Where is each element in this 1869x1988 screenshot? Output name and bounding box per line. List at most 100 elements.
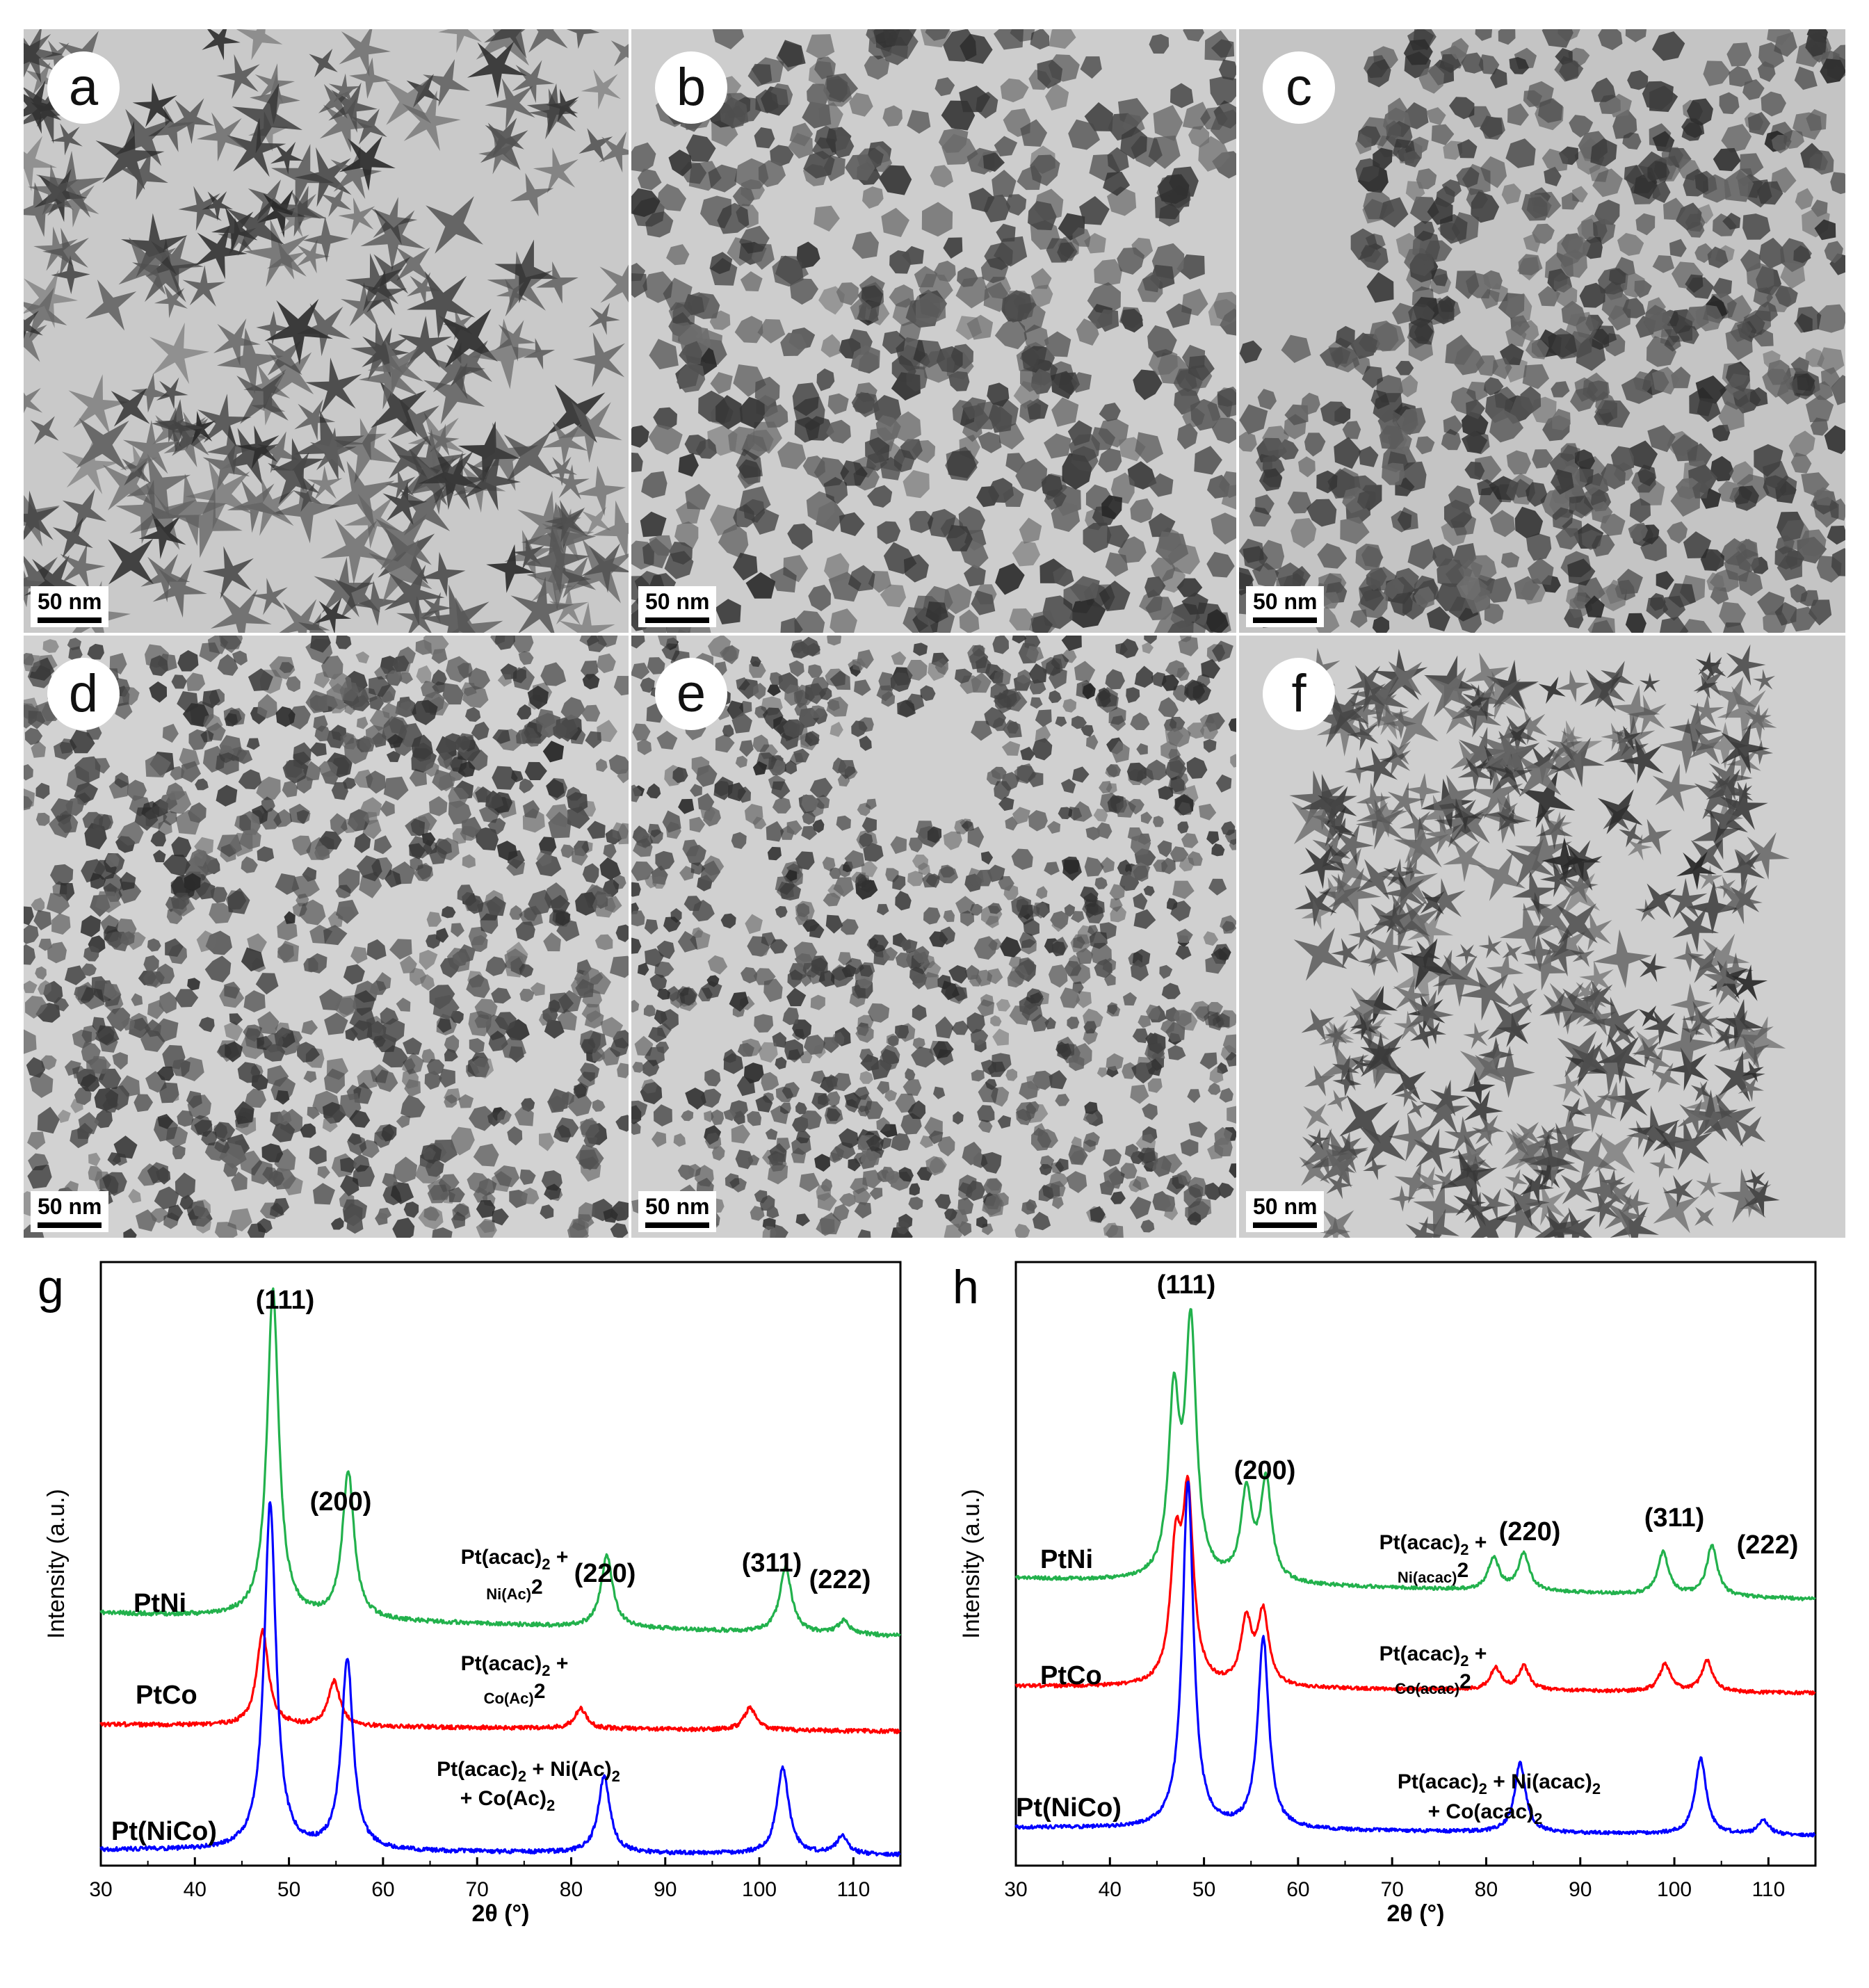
tem-particle bbox=[377, 1207, 392, 1220]
tem-particle bbox=[1589, 996, 1640, 1048]
tem-particle bbox=[840, 460, 868, 486]
x-tick-label: 100 bbox=[1657, 1878, 1692, 1901]
tem-particle bbox=[1330, 817, 1354, 841]
tem-particle bbox=[862, 186, 884, 209]
tem-particle bbox=[1747, 179, 1772, 208]
panel-label-c: c bbox=[1263, 51, 1335, 124]
tem-particle bbox=[317, 1165, 330, 1179]
tem-particle bbox=[471, 935, 488, 953]
tem-particle bbox=[163, 855, 191, 877]
tem-particle bbox=[234, 1101, 254, 1124]
tem-particle bbox=[1742, 832, 1790, 880]
tem-particle bbox=[754, 705, 768, 718]
tem-particle bbox=[736, 448, 763, 478]
tem-particle bbox=[1717, 480, 1740, 503]
tem-particle bbox=[182, 703, 209, 727]
tem-particle bbox=[1526, 482, 1548, 507]
tem-particle bbox=[528, 29, 568, 53]
tem-particle bbox=[1557, 873, 1601, 916]
tem-particle bbox=[1160, 741, 1178, 759]
tem-particle bbox=[617, 1062, 629, 1078]
subscript: 2 bbox=[1479, 1780, 1487, 1797]
tem-particle bbox=[299, 899, 326, 926]
tem-particle bbox=[690, 784, 702, 797]
tem-particle bbox=[1219, 59, 1236, 81]
tem-particle bbox=[720, 913, 736, 929]
tem-particle bbox=[54, 741, 73, 760]
subscript: Ni(acac) bbox=[1398, 1569, 1457, 1586]
tem-particle bbox=[241, 856, 258, 873]
tem-particle bbox=[65, 797, 85, 816]
tem-particle bbox=[277, 940, 299, 963]
tem-particle bbox=[975, 869, 993, 887]
tem-particle bbox=[467, 41, 527, 99]
tem-particle bbox=[1155, 531, 1189, 565]
tem-particle bbox=[464, 451, 521, 511]
tem-particle bbox=[769, 567, 797, 593]
tem-particle bbox=[780, 1102, 791, 1115]
tem-particle bbox=[1361, 366, 1384, 389]
tem-particle bbox=[1135, 1133, 1156, 1152]
tem-particle bbox=[1198, 136, 1230, 172]
precursor-annotation: Pt(acac)2 + Ni(Ac)2 bbox=[437, 1758, 620, 1785]
tem-particle bbox=[1595, 391, 1617, 414]
tem-particle bbox=[988, 938, 1003, 951]
tem-particle bbox=[1471, 191, 1500, 223]
tem-particle bbox=[76, 1122, 93, 1139]
tem-particle bbox=[1229, 1163, 1236, 1179]
tem-particle bbox=[1190, 398, 1221, 431]
tem-particle bbox=[1450, 690, 1496, 734]
tem-particle bbox=[983, 1178, 1003, 1196]
tem-particle bbox=[975, 969, 993, 987]
tem-particle bbox=[770, 145, 794, 167]
tem-particle bbox=[1062, 859, 1082, 881]
tem-particle bbox=[762, 707, 784, 729]
tem-particle bbox=[426, 196, 483, 254]
tem-particle bbox=[1643, 1048, 1672, 1076]
tem-particle bbox=[1656, 571, 1674, 590]
tem-particle bbox=[1158, 697, 1179, 718]
tem-particle bbox=[1712, 676, 1756, 720]
tem-particle bbox=[976, 656, 992, 674]
tem-particle bbox=[791, 641, 809, 659]
tem-particle bbox=[808, 664, 823, 678]
tem-particle bbox=[1085, 903, 1104, 924]
tem-particle bbox=[24, 727, 43, 745]
tem-panel-e: e 50 nm bbox=[630, 634, 1238, 1239]
tem-particle bbox=[1421, 890, 1445, 915]
tem-particle bbox=[335, 636, 352, 649]
tem-particle bbox=[1350, 1012, 1377, 1041]
tem-particle bbox=[1478, 935, 1503, 959]
tem-particle bbox=[400, 1094, 426, 1118]
tem-particle bbox=[1749, 387, 1768, 407]
tem-particle bbox=[599, 264, 629, 303]
tem-particle bbox=[866, 451, 888, 471]
tem-particle bbox=[152, 563, 207, 618]
tem-particle bbox=[461, 682, 477, 697]
tem-particle bbox=[309, 48, 338, 78]
tem-particle bbox=[631, 263, 646, 282]
tem-particle bbox=[1339, 1094, 1389, 1144]
tem-particle bbox=[814, 1154, 831, 1172]
tem-particle bbox=[485, 956, 508, 976]
tem-particle bbox=[1595, 1034, 1647, 1084]
tem-particle bbox=[856, 830, 877, 850]
tem-particle bbox=[787, 969, 803, 989]
tem-particle bbox=[566, 29, 600, 49]
precursor-annotation: Co(Ac)2 bbox=[484, 1680, 546, 1707]
tem-particle bbox=[165, 1090, 179, 1103]
tem-particle bbox=[1574, 449, 1596, 469]
tem-particle bbox=[1704, 798, 1744, 837]
tem-particle bbox=[1548, 328, 1578, 358]
tem-particle bbox=[382, 702, 399, 720]
tem-particle bbox=[905, 1068, 916, 1081]
tem-particle bbox=[876, 1081, 890, 1095]
tem-particle bbox=[31, 740, 46, 758]
tem-particle bbox=[312, 1183, 335, 1205]
tem-particle bbox=[1761, 91, 1786, 117]
tem-particle bbox=[1681, 1001, 1716, 1036]
tem-particle bbox=[202, 443, 250, 491]
tem-particle bbox=[1228, 718, 1236, 732]
tem-particle bbox=[1628, 1105, 1680, 1158]
